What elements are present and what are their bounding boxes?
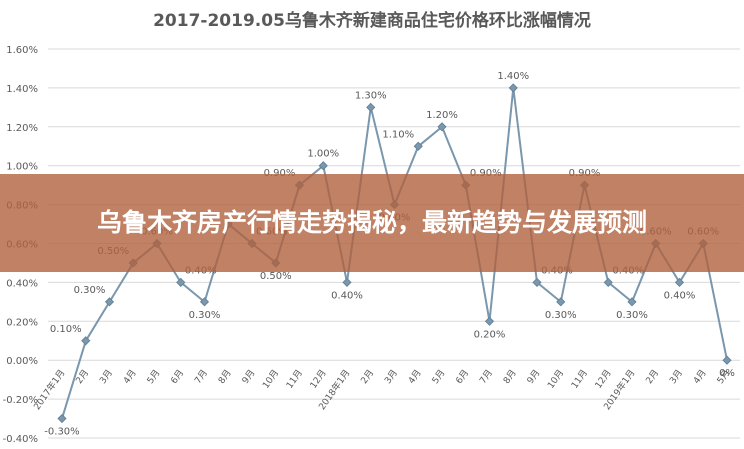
x-tick-label: 9月: [240, 368, 257, 386]
x-tick-label: 4月: [406, 368, 423, 386]
x-tick-label: 8月: [501, 368, 518, 386]
x-tick-label: 6月: [169, 368, 186, 386]
x-tick-label: 2017年1月: [31, 367, 68, 412]
data-point: [413, 141, 423, 151]
x-tick-label: 10月: [260, 368, 281, 391]
data-label: 0.30%: [189, 310, 221, 321]
x-tick-label: 7月: [192, 368, 209, 386]
y-tick-label: -0.40%: [3, 434, 38, 445]
data-point: [484, 316, 495, 326]
x-tick-label: 12月: [593, 368, 614, 391]
data-label: 0.90%: [264, 168, 296, 179]
y-tick-label: 1.00%: [6, 162, 38, 173]
data-label: 1.00%: [307, 149, 339, 160]
data-point: [508, 83, 518, 93]
x-tick-label: 12月: [308, 368, 329, 391]
data-point: [199, 297, 210, 307]
x-tick-label: 11月: [569, 368, 590, 391]
data-point: [81, 336, 91, 346]
data-label: -0.30%: [44, 427, 79, 438]
x-tick-label: 7月: [477, 368, 494, 386]
chart-title: 2017-2019.05乌鲁木齐新建商品住宅价格环比涨幅情况: [153, 11, 591, 31]
data-label: 1.10%: [382, 129, 414, 140]
x-tick-label: 3月: [382, 368, 399, 386]
y-tick-label: 0.20%: [6, 317, 38, 328]
data-label: 0.90%: [569, 168, 601, 179]
data-point: [603, 277, 613, 287]
data-point: [437, 122, 447, 132]
x-tick-label: 9月: [525, 368, 542, 386]
data-label: 0.90%: [470, 168, 502, 179]
data-point: [674, 277, 685, 287]
x-tick-label: 10月: [545, 368, 566, 391]
data-label: 0.10%: [50, 324, 82, 335]
data-point: [722, 355, 732, 365]
data-label: 0.40%: [331, 290, 363, 301]
data-label: 0.50%: [260, 271, 292, 282]
x-tick-label: 11月: [284, 368, 305, 391]
x-tick-label: 5月: [430, 368, 447, 386]
data-label: 1.20%: [426, 110, 458, 121]
x-tick-label: 5月: [145, 368, 162, 386]
data-point: [176, 277, 186, 287]
x-tick-label: 3月: [97, 368, 114, 386]
data-point: [104, 297, 115, 307]
data-label: 0%: [719, 368, 735, 379]
y-tick-label: 1.60%: [6, 45, 38, 56]
y-tick-label: -0.20%: [3, 395, 38, 406]
data-point: [627, 297, 637, 307]
data-label: 1.40%: [497, 71, 529, 82]
y-tick-label: 0.40%: [6, 278, 38, 289]
data-label: 1.30%: [355, 90, 387, 101]
data-point: [556, 297, 566, 307]
data-point: [57, 413, 67, 424]
x-tick-label: 6月: [454, 368, 471, 386]
data-label: 0.30%: [74, 285, 106, 296]
data-label: 0.20%: [474, 329, 506, 340]
overlay-banner: 乌鲁木齐房产行情走势揭秘，最新趋势与发展预测: [0, 174, 744, 272]
data-label: 0.30%: [616, 310, 648, 321]
banner-headline: 乌鲁木齐房产行情走势揭秘，最新趋势与发展预测: [96, 208, 647, 237]
data-label: 0.30%: [545, 310, 577, 321]
data-point: [366, 102, 376, 112]
data-point: [342, 277, 352, 287]
y-tick-label: 1.20%: [6, 123, 38, 134]
data-label: 0.40%: [664, 290, 696, 301]
x-tick-label: 2月: [644, 368, 661, 386]
x-tick-label: 2月: [359, 368, 376, 386]
x-tick-label: 8月: [216, 368, 233, 386]
data-point: [318, 161, 328, 171]
x-tick-label: 3月: [667, 368, 684, 386]
y-tick-label: 1.40%: [6, 84, 38, 95]
y-tick-label: 0.00%: [6, 356, 38, 367]
x-tick-label: 4月: [121, 368, 138, 386]
data-point: [532, 277, 542, 287]
x-tick-label: 4月: [691, 368, 708, 386]
